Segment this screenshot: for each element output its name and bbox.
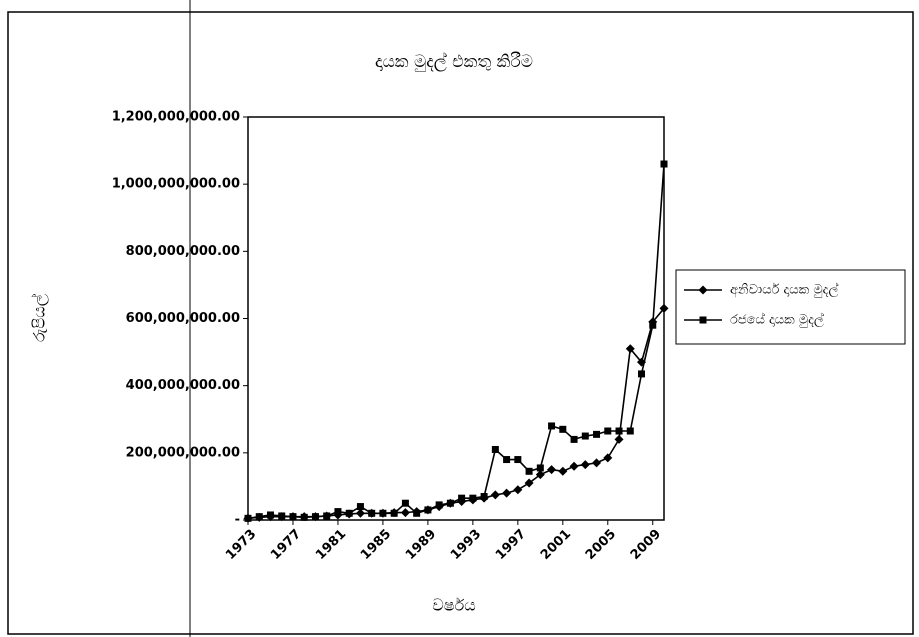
marker	[603, 453, 613, 463]
marker	[580, 460, 590, 470]
x-tick-label: 1989	[403, 527, 439, 563]
marker	[356, 503, 364, 511]
x-tick-label: 1997	[493, 527, 529, 563]
x-tick-label: 2001	[538, 527, 574, 563]
marker	[278, 512, 286, 520]
marker	[593, 430, 601, 438]
legend-label: රජයේ දායක මුදල්	[730, 311, 824, 327]
marker	[458, 494, 466, 502]
marker	[514, 456, 522, 464]
marker	[255, 513, 263, 521]
series-line	[247, 163, 665, 520]
marker	[535, 470, 545, 480]
marker	[491, 445, 499, 453]
marker	[379, 509, 387, 517]
marker	[626, 427, 634, 435]
chart-title: දායක මුදල් එකතු කිරීම	[375, 52, 533, 72]
marker	[548, 422, 556, 430]
marker	[625, 344, 635, 354]
x-tick-label: 1981	[313, 527, 349, 563]
marker	[480, 492, 488, 500]
marker	[368, 509, 376, 517]
marker	[289, 513, 297, 521]
marker	[345, 509, 353, 517]
marker	[323, 512, 331, 520]
y-tick-label: 1,200,000,000.00	[112, 110, 240, 125]
x-tick-label: 2005	[583, 527, 619, 563]
marker	[311, 513, 319, 521]
marker	[424, 506, 432, 514]
x-tick-label: 1993	[448, 527, 484, 563]
marker	[490, 490, 500, 500]
marker	[413, 509, 421, 517]
marker	[649, 321, 657, 329]
marker	[614, 434, 624, 444]
marker	[513, 485, 523, 495]
marker	[592, 458, 602, 468]
x-tick-label: 1973	[223, 527, 259, 563]
marker	[400, 508, 410, 518]
marker	[570, 435, 578, 443]
marker	[334, 508, 342, 516]
marker	[390, 509, 398, 517]
x-tick-label: 1977	[268, 527, 304, 563]
y-tick-label: 600,000,000.00	[126, 311, 240, 326]
y-tick-label: 200,000,000.00	[126, 445, 240, 460]
marker	[503, 456, 511, 464]
marker	[698, 285, 708, 295]
y-tick-label: 400,000,000.00	[126, 378, 240, 393]
x-tick-label: 2009	[628, 527, 664, 563]
marker	[300, 513, 308, 521]
marker	[638, 370, 646, 378]
marker	[525, 467, 533, 475]
marker	[558, 466, 568, 476]
marker	[524, 478, 534, 488]
marker	[615, 427, 623, 435]
marker	[469, 494, 477, 502]
y-tick-label: -	[235, 513, 240, 528]
marker	[659, 303, 669, 313]
marker	[699, 316, 707, 324]
plot-area	[247, 116, 665, 521]
marker	[502, 488, 512, 498]
marker	[536, 464, 544, 472]
marker	[604, 427, 612, 435]
marker	[581, 432, 589, 440]
legend-box	[675, 269, 906, 345]
y-axis-label: රුපියල්	[30, 294, 50, 342]
y-tick-label: 1,000,000,000.00	[112, 177, 240, 192]
frame	[7, 11, 914, 635]
x-tick-label: 1985	[358, 527, 394, 563]
marker	[355, 508, 365, 518]
marker	[446, 499, 454, 507]
legend-label: අනිවාර්ය දායක මුදල්	[730, 281, 838, 297]
marker	[660, 160, 668, 168]
series-line	[247, 307, 665, 520]
marker	[401, 499, 409, 507]
marker	[435, 501, 443, 509]
y-tick-label: 800,000,000.00	[126, 244, 240, 259]
marker	[266, 511, 274, 519]
marker	[244, 514, 252, 522]
marker	[559, 425, 567, 433]
marker	[569, 461, 579, 471]
marker	[547, 465, 557, 475]
x-axis-label: වර්ෂය	[432, 596, 476, 615]
